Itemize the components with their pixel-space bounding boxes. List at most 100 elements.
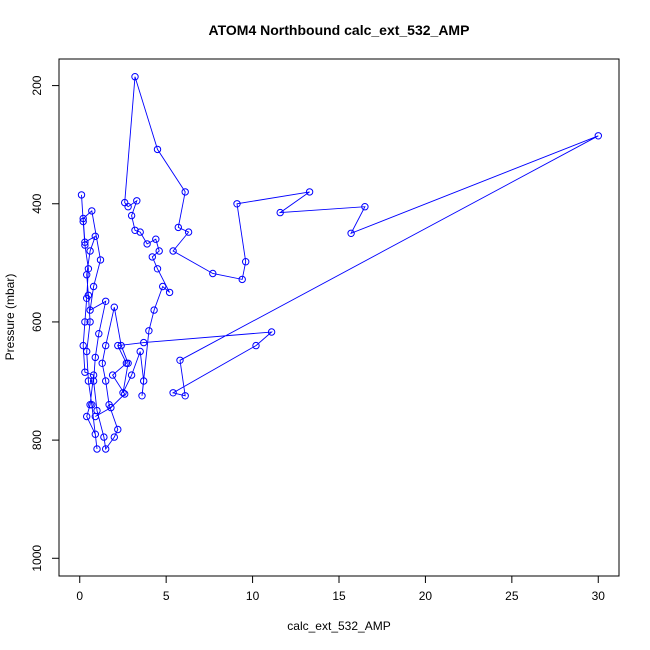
data-point [184,228,193,236]
data-point [169,247,177,255]
data-point [88,207,96,215]
data-point [83,412,91,421]
data-point [209,269,217,278]
data-point [181,392,189,400]
data-point [361,203,369,211]
data-point [594,132,602,140]
data-point [93,445,101,453]
x-tick-label: 25 [505,589,519,603]
y-tick-label: 200 [30,75,44,95]
data-point [83,271,91,279]
data-point [276,208,284,217]
data-point [152,235,160,243]
data-point [84,377,93,385]
data-point [107,403,115,412]
data-point [79,217,87,226]
series-lines [81,76,599,451]
x-tick-label: 10 [246,589,260,603]
data-point [136,228,144,236]
data-point [86,318,94,326]
data-point [150,306,158,314]
data-point [88,401,96,409]
data-point [91,232,100,241]
data-point [140,377,148,385]
data-point [81,318,89,326]
x-tick-label: 20 [419,589,433,603]
data-point [121,390,129,398]
data-point [267,328,276,336]
data-point [305,188,314,196]
y-tick-label: 600 [30,312,44,332]
data-point [95,330,103,338]
y-tick-label: 800 [30,430,44,450]
data-point [127,371,136,379]
data-point [81,238,89,246]
data-point [98,359,106,367]
data-point [174,223,183,232]
data-point [131,226,139,235]
chart-title: ATOM4 Northbound calc_ext_532_AMP [209,22,470,38]
data-point [169,389,177,397]
data-point [119,389,127,397]
data-point [86,306,94,314]
data-point [83,347,91,356]
data-point [81,368,89,376]
data-point [86,247,94,255]
data-point [96,256,105,264]
data-point [110,433,119,441]
data-point [122,359,131,367]
x-tick-label: 0 [76,589,83,603]
data-point [114,341,122,350]
data-point [102,341,110,350]
data-point [131,73,139,81]
x-tick-label: 30 [592,589,606,603]
data-point [100,433,108,441]
data-point [89,282,98,291]
data-point [110,303,119,311]
data-point [89,377,98,385]
y-axis-label: Pressure (mbar) [3,274,17,361]
data-point [347,229,355,238]
data-point [233,200,241,208]
series-line [81,76,599,451]
data-point [181,188,189,196]
data-point [159,282,167,291]
data-point [91,430,100,438]
data-point [148,253,157,261]
series-points [77,73,602,453]
data-point [165,288,174,297]
data-point [77,191,86,199]
data-point [102,297,110,305]
x-tick-label: 15 [332,589,346,603]
data-point [238,275,246,284]
data-point [155,247,163,255]
data-point [127,211,136,220]
data-point [84,291,93,299]
data-point [79,341,87,350]
data-point [138,392,146,400]
y-tick-label: 1000 [30,545,44,572]
data-point [143,240,151,248]
data-point [121,198,129,207]
data-point [176,356,184,364]
data-point [153,265,162,273]
y-tick-label: 400 [30,193,44,213]
data-point [252,341,260,350]
data-point [114,425,122,434]
data-point [145,327,153,335]
data-point [117,341,125,350]
data-point [91,412,100,421]
x-tick-label: 5 [163,589,170,603]
data-point [153,145,162,154]
data-point [102,445,110,453]
data-point [242,258,250,266]
data-point [102,377,110,385]
data-point [136,347,144,356]
data-point [91,353,100,362]
data-point [79,214,87,223]
data-point [108,371,117,379]
x-axis: 0 5 10 15 20 25 30 [76,575,606,603]
data-point [81,241,89,249]
x-axis-label: calc_ext_532_AMP [287,619,390,633]
